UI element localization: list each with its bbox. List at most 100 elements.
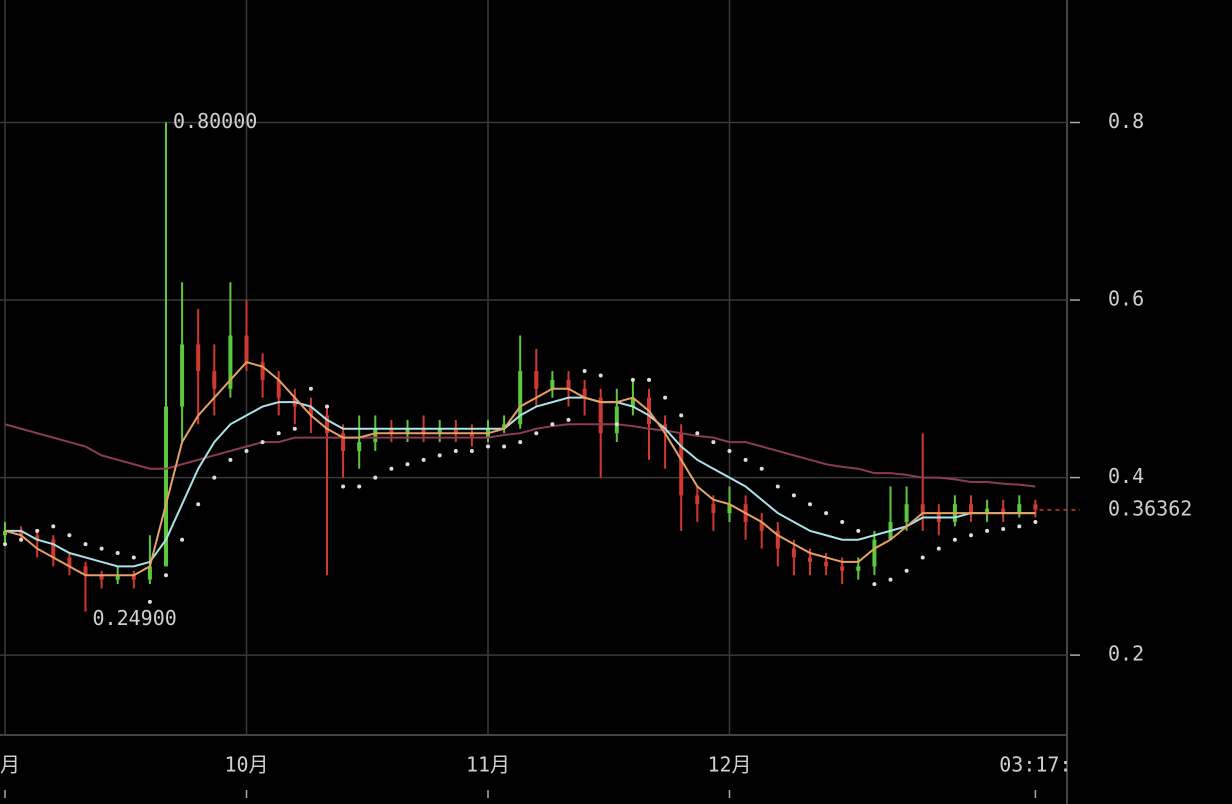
sar-dot xyxy=(920,555,925,560)
candle-body xyxy=(630,397,635,407)
sar-dot xyxy=(1017,524,1022,529)
sar-dot xyxy=(341,484,346,489)
sar-dot xyxy=(115,551,120,556)
candle-body xyxy=(83,566,88,576)
candle-body xyxy=(115,575,120,580)
x-tick-label: 03:17: xyxy=(999,753,1071,777)
ma-line xyxy=(5,396,1036,568)
sar-dot xyxy=(1001,527,1006,532)
candle-body xyxy=(325,415,329,434)
sar-dot xyxy=(824,511,829,516)
candle-body xyxy=(614,406,619,434)
sar-dot xyxy=(437,453,442,458)
candle-body xyxy=(1001,508,1006,514)
candle-body xyxy=(598,397,603,434)
sar-dot xyxy=(502,444,507,449)
sar-dot xyxy=(791,493,796,498)
sar-dot xyxy=(985,528,990,533)
sar-dot xyxy=(969,533,973,538)
candle-body xyxy=(550,379,555,389)
candle-body xyxy=(147,566,152,580)
plot xyxy=(3,122,1080,612)
y-tick-label: 0.2 xyxy=(1108,642,1144,666)
sar-dot xyxy=(663,395,668,400)
min-label: 0.24900 xyxy=(93,606,177,630)
sar-dot xyxy=(357,484,362,489)
candle-body xyxy=(759,521,764,531)
sar-dot xyxy=(180,537,185,542)
sar-dot xyxy=(260,440,265,445)
candle-body xyxy=(51,539,56,558)
candle-body xyxy=(856,566,861,571)
sar-dot xyxy=(244,448,249,453)
grid xyxy=(0,0,1080,798)
candle-body xyxy=(99,575,104,580)
candle-body xyxy=(389,428,394,434)
sar-dot xyxy=(566,417,571,422)
sar-dot xyxy=(614,422,619,427)
sar-dot xyxy=(518,440,523,445)
sar-dot xyxy=(405,462,410,467)
sar-dot xyxy=(486,444,490,449)
sar-dot xyxy=(292,426,297,431)
candle-body xyxy=(3,530,7,536)
sar-dot xyxy=(389,466,394,471)
sar-dot xyxy=(131,555,136,560)
candle-body xyxy=(260,362,265,380)
candle-body xyxy=(711,504,716,514)
candle-body xyxy=(308,406,313,416)
candle-body xyxy=(1033,504,1038,510)
candle-body xyxy=(840,566,845,571)
candle-body xyxy=(904,504,909,522)
sar-dot xyxy=(35,528,40,533)
sar-dot xyxy=(598,373,603,378)
candle-body xyxy=(518,371,523,425)
max-label: 0.80000 xyxy=(173,109,257,133)
candle-body xyxy=(775,530,780,549)
x-tick-label: 月 xyxy=(0,753,20,777)
candle-body xyxy=(421,428,426,434)
sar-dot xyxy=(904,568,909,573)
sar-dot xyxy=(373,475,378,480)
candle-body xyxy=(469,433,474,438)
candle-body xyxy=(824,561,829,567)
candle-body xyxy=(373,428,378,443)
candle-body xyxy=(244,335,249,363)
sar-dot xyxy=(550,422,555,427)
sar-dot xyxy=(647,377,651,382)
candle-body xyxy=(791,548,796,558)
sar-dot xyxy=(711,440,716,445)
candle-body xyxy=(920,504,925,514)
sar-dot xyxy=(630,377,635,382)
candle-body xyxy=(131,575,136,580)
sar-dot xyxy=(19,537,24,542)
candle-body xyxy=(872,539,877,567)
sar-dot xyxy=(3,542,7,547)
y-tick-label: 0.4 xyxy=(1108,464,1144,488)
sar-dot xyxy=(534,431,539,436)
sar-dot xyxy=(952,537,957,542)
candle-body xyxy=(405,428,410,434)
sar-dot xyxy=(325,404,329,409)
sar-dot xyxy=(936,546,941,551)
candle-body xyxy=(727,504,732,514)
sar-dot xyxy=(308,386,313,391)
sar-dot xyxy=(582,369,587,374)
sar-dot xyxy=(228,457,233,462)
candle-body xyxy=(276,379,281,398)
sar-dot xyxy=(212,475,217,480)
sar-dot xyxy=(808,502,812,507)
sar-dot xyxy=(147,599,152,604)
sar-dot xyxy=(99,546,104,551)
sar-dot xyxy=(67,533,72,538)
candle-body xyxy=(228,335,233,389)
candle-body xyxy=(582,388,587,398)
candle-body xyxy=(1017,504,1022,514)
sar-dot xyxy=(840,519,845,524)
sar-dot xyxy=(872,582,877,587)
sar-dot xyxy=(164,573,168,578)
candle-body xyxy=(35,535,40,540)
candle-body xyxy=(164,406,168,567)
